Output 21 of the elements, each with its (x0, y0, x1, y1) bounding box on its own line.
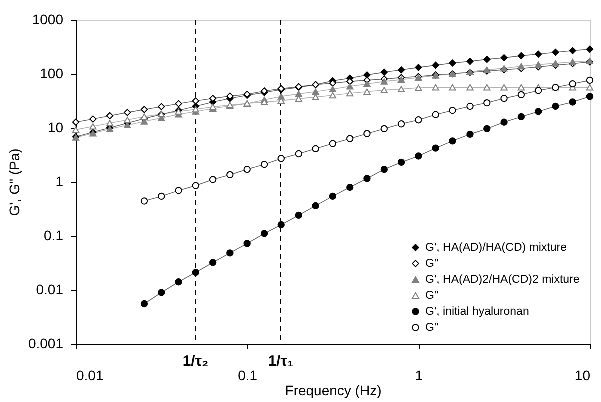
x-axis-title: Frequency (Hz) (285, 382, 382, 398)
legend-label: G" (426, 290, 439, 302)
legend-label: G', HA(AD)/HA(CD) mixture (426, 242, 567, 254)
legend-label: G', HA(AD)2/HA(CD)2 mixture (426, 274, 580, 286)
y-tick-label: 10 (48, 120, 64, 136)
y-tick-label: 1000 (32, 12, 64, 28)
y-axis-title: G', G" (Pa) (6, 148, 22, 216)
x-tick-label: 10 (574, 368, 591, 384)
y-tick-label: 0.001 (28, 336, 64, 352)
legend-label: G', initial hyaluronan (426, 306, 530, 318)
ref-line-label: 1/τ₂ (182, 353, 209, 370)
y-tick-label: 1 (56, 174, 64, 190)
x-tick-label: 0.01 (76, 368, 104, 384)
y-tick-label: 0.01 (36, 282, 64, 298)
legend-label: G" (426, 258, 439, 270)
y-tick-label: 100 (40, 66, 64, 82)
ref-line-label: 1/τ₁ (268, 353, 294, 370)
x-tick-label: 0.1 (238, 368, 258, 384)
x-tick-label: 1 (415, 368, 424, 384)
legend-label: G" (426, 322, 439, 334)
y-tick-label: 0.1 (44, 228, 64, 244)
